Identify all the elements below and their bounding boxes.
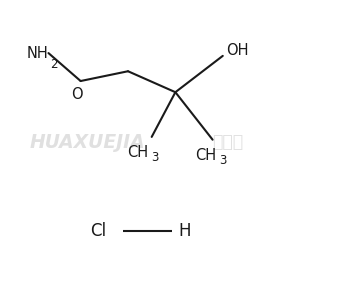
Text: NH: NH	[27, 46, 49, 61]
Text: Cl: Cl	[90, 221, 106, 239]
Text: CH: CH	[195, 148, 216, 163]
Text: 3: 3	[151, 151, 158, 164]
Text: 2: 2	[50, 58, 58, 71]
Text: 3: 3	[219, 154, 226, 167]
Text: H: H	[179, 221, 191, 239]
Text: OH: OH	[226, 43, 249, 58]
Text: O: O	[72, 87, 83, 102]
Text: HUAXUEJIA: HUAXUEJIA	[30, 133, 146, 152]
Text: 化学加: 化学加	[213, 133, 244, 152]
Text: CH: CH	[127, 145, 148, 160]
